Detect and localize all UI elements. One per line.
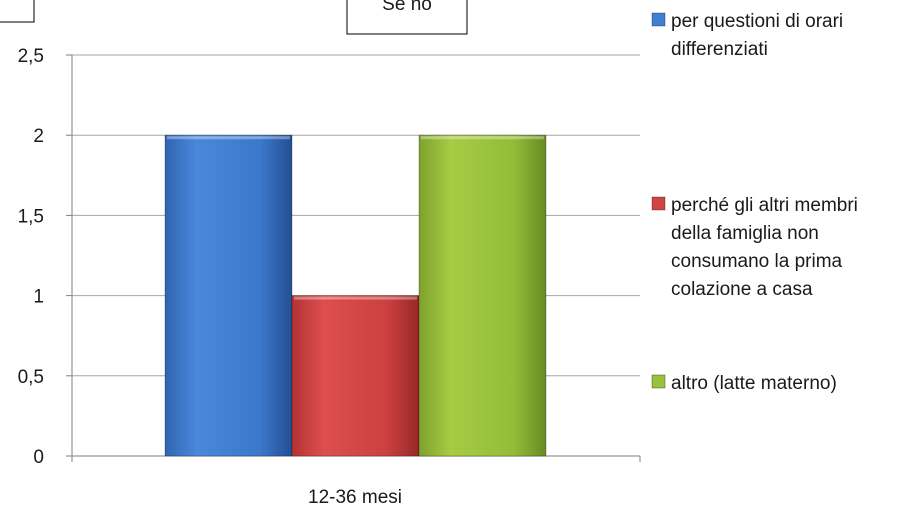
- legend-label: per questioni di orari: [671, 11, 843, 32]
- legend-swatch: [651, 196, 666, 211]
- legend-label: altro (latte materno): [671, 373, 837, 394]
- legend-label: differenziati: [671, 39, 768, 60]
- x-category-label: 12-36 mesi: [308, 487, 402, 508]
- legend-label: consumano la prima: [671, 251, 843, 272]
- bar-highlight: [421, 136, 544, 140]
- chart-title-box: [346, 0, 468, 35]
- legend-label: perché gli altri membri: [671, 195, 858, 216]
- y-tick-label: 1: [33, 287, 44, 308]
- legend-label: colazione a casa: [671, 279, 813, 300]
- bar-1: [164, 134, 293, 457]
- y-tick-label: 2,5: [18, 46, 44, 67]
- legend: per questioni di orari differenziati perch…: [651, 11, 858, 394]
- clipped-title-box-left: [0, 0, 35, 23]
- bar-highlight: [167, 136, 290, 140]
- y-tick-label: 0,5: [18, 367, 44, 388]
- bars: [164, 134, 547, 457]
- bar-2: [291, 295, 420, 457]
- y-tick-label: 1,5: [18, 206, 44, 227]
- chart-title: Se no: [382, 0, 432, 15]
- y-tick-label: 0: [33, 447, 44, 468]
- legend-label: della famiglia non: [671, 223, 819, 244]
- bar-3: [418, 134, 547, 457]
- y-axis-ticks: 0 0,5 1 1,5 2 2,5: [18, 46, 44, 468]
- legend-swatch: [651, 12, 666, 27]
- y-tick-label: 2: [33, 126, 44, 147]
- bar-highlight: [294, 296, 417, 300]
- legend-swatch: [651, 374, 666, 389]
